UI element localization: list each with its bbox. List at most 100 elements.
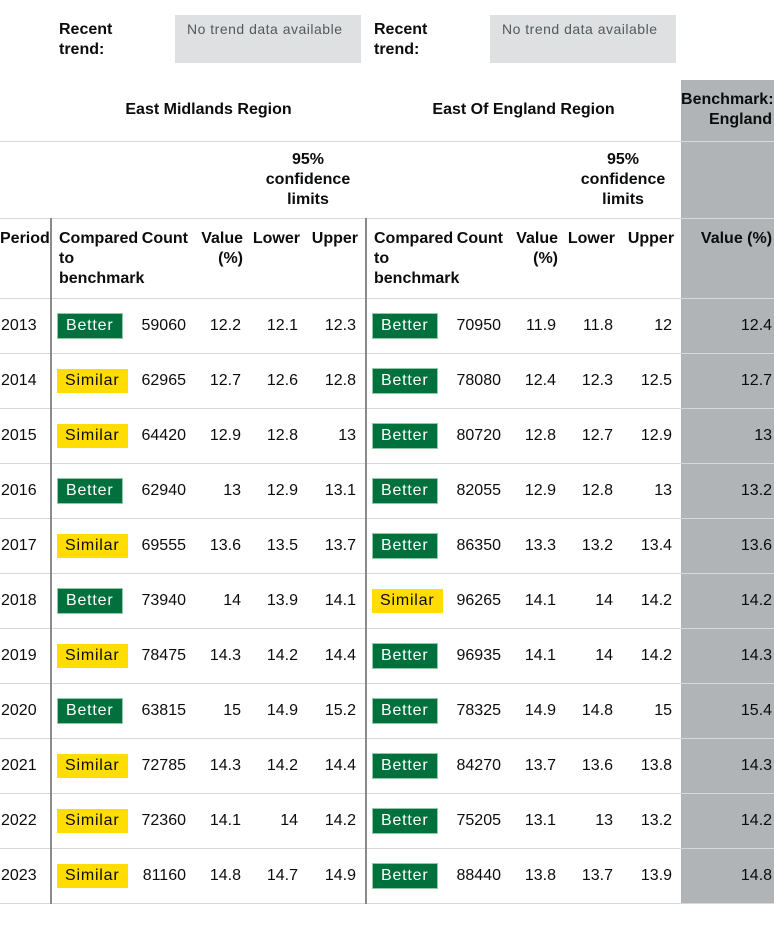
- upper-cell: 13: [622, 463, 682, 519]
- count-cell: 78325: [454, 683, 510, 739]
- benchmark-value-cell: 15.4: [681, 683, 774, 739]
- count-cell: 72360: [139, 793, 195, 849]
- benchmark-value-cell: 13: [681, 408, 774, 464]
- comparison-east-of-england-badge: Better: [372, 642, 438, 669]
- upper-cell: 13.1: [307, 463, 366, 519]
- value-cell: 11.9: [510, 298, 565, 354]
- value-cell: 15: [195, 683, 250, 739]
- table-row: 2023 Similar 81160 14.8 14.7 14.9 Better 88440 1…: [0, 848, 774, 904]
- count-cell: 75205: [454, 793, 510, 849]
- comparison-east-midlands-badge: Better: [57, 587, 123, 614]
- column-header-upper-east-midlands: Upper: [307, 218, 366, 299]
- lower-cell: 13: [565, 793, 622, 849]
- lower-cell: 13.7: [565, 848, 622, 904]
- column-header-value-east-midlands: Value (%): [195, 218, 250, 299]
- upper-cell: 13.2: [622, 793, 682, 849]
- comparison-east-midlands-cell: Similar: [50, 518, 139, 574]
- column-header-value-east-of-england: Value (%): [510, 218, 565, 299]
- count-cell: 63815: [139, 683, 195, 739]
- upper-cell: 14.4: [307, 738, 366, 794]
- benchmark-value-cell: 13.2: [681, 463, 774, 519]
- count-cell: 70950: [454, 298, 510, 354]
- count-cell: 96935: [454, 628, 510, 684]
- upper-cell: 12.3: [307, 298, 366, 354]
- upper-cell: 14.1: [307, 573, 366, 629]
- benchmark-value-cell: 12.4: [681, 298, 774, 354]
- benchmark-header: Benchmark: England: [681, 80, 774, 142]
- region-header-east-of-england: East Of England Region: [366, 80, 682, 142]
- value-cell: 14.9: [510, 683, 565, 739]
- upper-cell: 13.8: [622, 738, 682, 794]
- upper-cell: 14.2: [307, 793, 366, 849]
- value-cell: 12.4: [510, 353, 565, 409]
- count-cell: 59060: [139, 298, 195, 354]
- count-cell: 96265: [454, 573, 510, 629]
- table-row: 2015 Similar 64420 12.9 12.8 13 Better 80720 12.…: [0, 408, 774, 464]
- comparison-east-midlands-badge: Better: [57, 312, 123, 339]
- comparison-east-midlands-badge: Similar: [57, 643, 128, 668]
- upper-cell: 14.9: [307, 848, 366, 904]
- value-cell: 12.8: [510, 408, 565, 464]
- comparison-east-midlands-badge: Similar: [57, 368, 128, 393]
- lower-cell: 13.9: [250, 573, 307, 629]
- lower-cell: 14.7: [250, 848, 307, 904]
- comparison-east-of-england-badge: Better: [372, 312, 438, 339]
- comparison-east-of-england-cell: Better: [365, 353, 454, 409]
- value-cell: 14.3: [195, 738, 250, 794]
- comparison-east-of-england-badge: Better: [372, 422, 438, 449]
- table-row: 2021 Similar 72785 14.3 14.2 14.4 Better 84270 1…: [0, 738, 774, 794]
- value-cell: 12.7: [195, 353, 250, 409]
- comparison-east-of-england-badge: Better: [372, 752, 438, 779]
- benchmark-value-cell: 14.8: [681, 848, 774, 904]
- value-cell: 13.8: [510, 848, 565, 904]
- lower-cell: 14: [250, 793, 307, 849]
- confidence-limits-header-east-midlands: 95% confidence limits: [250, 141, 366, 219]
- comparison-east-midlands-badge: Similar: [57, 863, 128, 888]
- upper-cell: 15.2: [307, 683, 366, 739]
- comparison-east-of-england-badge: Better: [372, 697, 438, 724]
- comparison-east-of-england-badge: Better: [372, 477, 438, 504]
- period-cell: 2016: [0, 463, 51, 519]
- column-header-benchmark-value: Value (%): [681, 218, 774, 299]
- upper-cell: 12: [622, 298, 682, 354]
- table-row: 2017 Similar 69555 13.6 13.5 13.7 Better 86350 1…: [0, 518, 774, 574]
- upper-cell: 13.4: [622, 518, 682, 574]
- period-cell: 2019: [0, 628, 51, 684]
- count-cell: 78475: [139, 628, 195, 684]
- period-cell: 2021: [0, 738, 51, 794]
- upper-cell: 13: [307, 408, 366, 464]
- column-header-lower-east-of-england: Lower: [565, 218, 622, 299]
- lower-cell: 13.2: [565, 518, 622, 574]
- column-header-compared-east-of-england: Compared to benchmark: [365, 218, 459, 299]
- lower-cell: 12.3: [565, 353, 622, 409]
- comparison-east-midlands-cell: Better: [50, 298, 139, 354]
- column-header-count-east-midlands: Count: [139, 218, 195, 299]
- recent-trend-label-east-of-england: Recent trend:: [374, 21, 428, 58]
- count-cell: 62940: [139, 463, 195, 519]
- value-cell: 13.7: [510, 738, 565, 794]
- value-cell: 14.1: [510, 628, 565, 684]
- lower-cell: 12.1: [250, 298, 307, 354]
- comparison-east-midlands-badge: Better: [57, 697, 123, 724]
- upper-cell: 12.5: [622, 353, 682, 409]
- comparison-east-of-england-badge: Better: [372, 862, 438, 889]
- lower-cell: 14: [565, 573, 622, 629]
- comparison-east-midlands-cell: Better: [50, 573, 139, 629]
- period-cell: 2023: [0, 848, 51, 904]
- count-cell: 69555: [139, 518, 195, 574]
- upper-cell: 14.4: [307, 628, 366, 684]
- benchmark-value-cell: 14.2: [681, 573, 774, 629]
- upper-cell: 14.2: [622, 573, 682, 629]
- value-cell: 14: [195, 573, 250, 629]
- upper-cell: 14.2: [622, 628, 682, 684]
- comparison-east-of-england-cell: Better: [365, 298, 454, 354]
- table-row: 2022 Similar 72360 14.1 14 14.2 Better 75205 13.…: [0, 793, 774, 849]
- lower-cell: 12.8: [250, 408, 307, 464]
- column-header-period: Period: [0, 218, 51, 299]
- count-cell: 78080: [454, 353, 510, 409]
- lower-cell: 14.2: [250, 628, 307, 684]
- comparison-east-midlands-cell: Similar: [50, 353, 139, 409]
- count-cell: 88440: [454, 848, 510, 904]
- benchmark-value-cell: 14.3: [681, 628, 774, 684]
- comparison-east-of-england-cell: Better: [365, 683, 454, 739]
